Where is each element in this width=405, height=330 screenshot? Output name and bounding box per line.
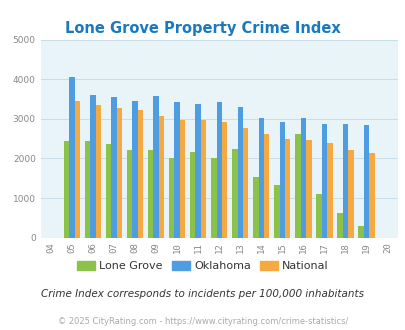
Bar xyxy=(117,108,122,238)
Bar xyxy=(158,116,164,238)
Legend: Lone Grove, Oklahoma, National: Lone Grove, Oklahoma, National xyxy=(72,256,333,276)
Bar xyxy=(85,141,90,238)
Bar xyxy=(132,101,138,238)
Bar xyxy=(153,96,158,238)
Bar xyxy=(336,213,342,238)
Bar xyxy=(305,140,311,238)
Bar xyxy=(284,139,290,238)
Bar xyxy=(237,107,242,238)
Bar xyxy=(321,123,326,238)
Text: Crime Index corresponds to incidents per 100,000 inhabitants: Crime Index corresponds to incidents per… xyxy=(41,289,364,299)
Bar xyxy=(179,120,185,238)
Bar xyxy=(294,134,300,238)
Bar xyxy=(242,128,248,238)
Text: Lone Grove Property Crime Index: Lone Grove Property Crime Index xyxy=(65,20,340,36)
Bar xyxy=(190,152,195,238)
Bar xyxy=(368,153,374,238)
Bar xyxy=(75,101,80,238)
Bar xyxy=(273,184,279,238)
Bar xyxy=(300,118,305,238)
Bar xyxy=(216,102,222,238)
Bar xyxy=(342,123,347,238)
Bar xyxy=(357,226,363,238)
Bar xyxy=(252,178,258,238)
Bar xyxy=(315,194,321,238)
Bar xyxy=(347,150,353,238)
Text: © 2025 CityRating.com - https://www.cityrating.com/crime-statistics/: © 2025 CityRating.com - https://www.city… xyxy=(58,317,347,326)
Bar xyxy=(279,121,284,238)
Bar xyxy=(211,158,216,238)
Bar xyxy=(168,158,174,238)
Bar xyxy=(232,149,237,238)
Bar xyxy=(106,144,111,238)
Bar xyxy=(64,141,69,238)
Bar xyxy=(263,134,269,238)
Bar xyxy=(200,120,206,238)
Bar xyxy=(326,143,332,238)
Bar xyxy=(90,95,96,238)
Bar xyxy=(222,122,227,238)
Bar xyxy=(69,77,75,238)
Bar xyxy=(148,150,153,238)
Bar xyxy=(111,97,117,238)
Bar xyxy=(174,102,179,238)
Bar xyxy=(127,150,132,238)
Bar xyxy=(138,110,143,238)
Bar xyxy=(258,118,263,238)
Bar xyxy=(363,125,368,238)
Bar xyxy=(195,104,200,238)
Bar xyxy=(96,105,101,238)
